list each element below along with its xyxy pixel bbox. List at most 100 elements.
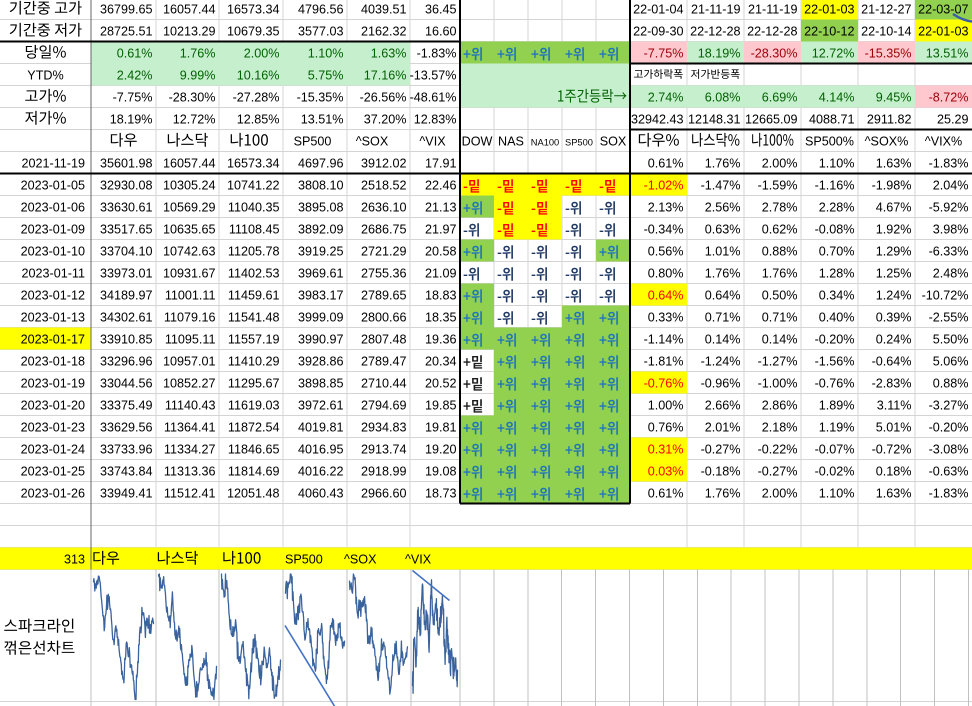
svg-text:2023-01-09: 2023-01-09 <box>21 223 85 237</box>
svg-text:18.83: 18.83 <box>425 289 457 303</box>
svg-text:1.63%: 1.63% <box>876 487 912 501</box>
svg-text:33733.96: 33733.96 <box>100 443 153 457</box>
svg-text:11846.65: 11846.65 <box>228 443 280 457</box>
svg-text:4.67%: 4.67% <box>876 201 912 215</box>
svg-text:^VIX%: ^VIX% <box>925 135 962 149</box>
svg-text:2.42%: 2.42% <box>117 69 153 83</box>
svg-text:^SOX%: ^SOX% <box>865 135 909 149</box>
svg-text:2.28%: 2.28% <box>819 201 855 215</box>
svg-text:2755.36: 2755.36 <box>361 267 407 281</box>
svg-text:-48.61%: -48.61% <box>410 91 457 105</box>
svg-text:33949.41: 33949.41 <box>100 487 153 501</box>
svg-text:13.51%: 13.51% <box>926 47 969 61</box>
svg-text:22-01-03: 22-01-03 <box>918 25 968 39</box>
svg-text:18.35: 18.35 <box>425 311 457 325</box>
svg-text:12.72%: 12.72% <box>173 113 216 127</box>
svg-text:11140.43: 11140.43 <box>165 399 216 413</box>
svg-text:2794.69: 2794.69 <box>361 399 407 413</box>
svg-text:10957.01: 10957.01 <box>163 355 216 369</box>
svg-text:4697.96: 4697.96 <box>298 157 344 171</box>
svg-text:21.13: 21.13 <box>425 201 457 215</box>
svg-text:2.13%: 2.13% <box>648 201 684 215</box>
svg-text:22-09-30: 22-09-30 <box>633 25 683 39</box>
svg-text:3919.25: 3919.25 <box>298 245 344 259</box>
svg-text:0.63%: 0.63% <box>705 223 741 237</box>
svg-text:0.56%: 0.56% <box>648 245 684 259</box>
svg-text:3577.03: 3577.03 <box>298 25 344 39</box>
svg-text:YTD%: YTD% <box>27 69 63 83</box>
svg-text:-0.07%: -0.07% <box>815 443 855 457</box>
svg-text:19.85: 19.85 <box>425 399 457 413</box>
svg-text:21.97: 21.97 <box>425 223 457 237</box>
svg-text:^VIX: ^VIX <box>419 135 446 149</box>
svg-text:-1.59%: -1.59% <box>758 179 798 193</box>
svg-text:4039.51: 4039.51 <box>361 3 407 17</box>
svg-text:19.81: 19.81 <box>425 421 457 435</box>
svg-text:19.20: 19.20 <box>425 443 457 457</box>
svg-text:-10.72%: -10.72% <box>922 289 969 303</box>
svg-text:-0.20%: -0.20% <box>815 333 855 347</box>
svg-text:-0.18%: -0.18% <box>701 465 741 479</box>
svg-text:1.29%: 1.29% <box>876 245 912 259</box>
svg-text:0.14%: 0.14% <box>705 333 741 347</box>
svg-text:-7.75%: -7.75% <box>113 91 153 105</box>
svg-text:16573.34: 16573.34 <box>227 157 280 171</box>
svg-text:-0.08%: -0.08% <box>815 223 855 237</box>
svg-text:0.64%: 0.64% <box>705 289 741 303</box>
svg-text:11205.78: 11205.78 <box>228 245 280 259</box>
svg-text:1.01%: 1.01% <box>705 245 741 259</box>
svg-text:2023-01-26: 2023-01-26 <box>21 487 85 501</box>
svg-text:-0.76%: -0.76% <box>815 377 855 391</box>
svg-text:1.76%: 1.76% <box>705 487 741 501</box>
svg-text:2918.99: 2918.99 <box>361 465 407 479</box>
svg-text:5.50%: 5.50% <box>933 333 969 347</box>
svg-text:2789.65: 2789.65 <box>361 289 407 303</box>
svg-text:4088.71: 4088.71 <box>809 113 855 127</box>
svg-text:22-03-07: 22-03-07 <box>918 3 968 17</box>
svg-text:2023-01-11: 2023-01-11 <box>22 267 86 281</box>
svg-text:2518.52: 2518.52 <box>361 179 407 193</box>
svg-text:-1.00%: -1.00% <box>758 377 798 391</box>
svg-text:3892.09: 3892.09 <box>298 223 344 237</box>
svg-text:11512.41: 11512.41 <box>164 487 216 501</box>
svg-text:-3.27%: -3.27% <box>929 399 969 413</box>
svg-text:33517.65: 33517.65 <box>100 223 153 237</box>
svg-text:-0.02%: -0.02% <box>815 465 855 479</box>
svg-text:4019.81: 4019.81 <box>298 421 344 435</box>
svg-text:2.18%: 2.18% <box>762 421 798 435</box>
svg-text:2636.10: 2636.10 <box>361 201 407 215</box>
svg-text:-6.33%: -6.33% <box>929 245 969 259</box>
svg-text:21-11-19: 21-11-19 <box>691 3 740 17</box>
svg-text:-1.83%: -1.83% <box>929 157 969 171</box>
svg-text:37.20%: 37.20% <box>364 113 407 127</box>
svg-text:-1.24%: -1.24% <box>701 355 741 369</box>
svg-text:33910.85: 33910.85 <box>100 333 153 347</box>
svg-text:1.63%: 1.63% <box>876 157 912 171</box>
svg-text:20.58: 20.58 <box>425 245 457 259</box>
svg-text:22.46: 22.46 <box>425 179 457 193</box>
svg-text:16057.44: 16057.44 <box>163 3 216 17</box>
svg-text:35601.98: 35601.98 <box>100 157 153 171</box>
svg-text:2.56%: 2.56% <box>705 201 741 215</box>
svg-text:NA100: NA100 <box>531 138 559 148</box>
svg-text:10.16%: 10.16% <box>237 69 280 83</box>
svg-text:1.10%: 1.10% <box>819 487 855 501</box>
svg-text:34189.97: 34189.97 <box>100 289 153 303</box>
svg-text:^SOX: ^SOX <box>344 553 377 567</box>
svg-text:4.14%: 4.14% <box>819 91 855 105</box>
svg-text:18.19%: 18.19% <box>110 113 153 127</box>
svg-text:12.72%: 12.72% <box>812 47 855 61</box>
svg-text:25.29: 25.29 <box>937 113 969 127</box>
svg-text:-15.35%: -15.35% <box>297 91 344 105</box>
svg-text:-13.57%: -13.57% <box>410 69 457 83</box>
svg-text:11402.53: 11402.53 <box>228 267 280 281</box>
svg-text:36799.65: 36799.65 <box>100 3 153 17</box>
svg-text:3895.08: 3895.08 <box>298 201 344 215</box>
svg-text:3972.61: 3972.61 <box>298 399 344 413</box>
svg-text:-27.28%: -27.28% <box>233 91 280 105</box>
svg-text:11001.11: 11001.11 <box>165 289 216 303</box>
svg-text:-1.83%: -1.83% <box>929 487 969 501</box>
svg-text:0.40%: 0.40% <box>819 311 855 325</box>
svg-text:3983.17: 3983.17 <box>298 289 344 303</box>
svg-text:33375.49: 33375.49 <box>100 399 153 413</box>
